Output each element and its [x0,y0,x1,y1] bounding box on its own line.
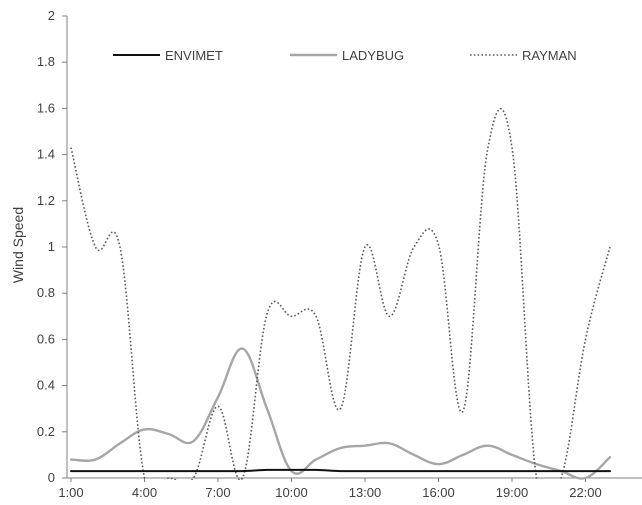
legend-label: ENVIMET [165,48,223,63]
y-tick-label: 0.6 [37,331,55,346]
y-axis: 0 0.2 0.4 0.6 0.8 1 1.2 1.4 1.6 1.8 2 [37,8,68,485]
x-tick-label: 13:00 [349,485,382,500]
y-tick-label: 1.4 [37,147,55,162]
legend-item-envimet: ENVIMET [113,48,223,63]
x-tick-label: 16:00 [422,485,455,500]
legend-label: RAYMAN [522,48,577,63]
y-tick-label: 1 [48,239,55,254]
x-tick-label: 19:00 [496,485,529,500]
y-tick-label: 1.8 [37,54,55,69]
x-tick-label: 4:00 [132,485,157,500]
x-tick-label: 10:00 [275,485,308,500]
legend-item-ladybug: LADYBUG [290,48,404,63]
series-line-rayman [70,108,611,480]
y-tick-label: 1.2 [37,193,55,208]
y-tick-label: 1.6 [37,100,55,115]
series-layer [69,108,612,480]
x-tick-label: 22:00 [569,485,602,500]
y-tick-label: 0.8 [37,285,55,300]
y-tick-label: 2 [48,8,55,23]
series-line-ladybug [69,347,612,480]
y-tick-label: 0.2 [37,424,55,439]
x-tick-label: 1:00 [58,485,83,500]
series-line-envimet [70,468,611,473]
y-tick-label: 0.4 [37,378,55,393]
x-axis: 1:00 4:00 7:00 10:00 13:00 16:00 19:00 22:00 [58,477,642,500]
y-tick-label: 0 [48,470,55,485]
legend-label: LADYBUG [342,48,404,63]
legend: ENVIMET LADYBUG RAYMAN [113,48,577,63]
y-axis-title: Wind Speed [10,207,26,283]
legend-item-rayman: RAYMAN [470,48,577,63]
x-tick-label: 7:00 [205,485,230,500]
